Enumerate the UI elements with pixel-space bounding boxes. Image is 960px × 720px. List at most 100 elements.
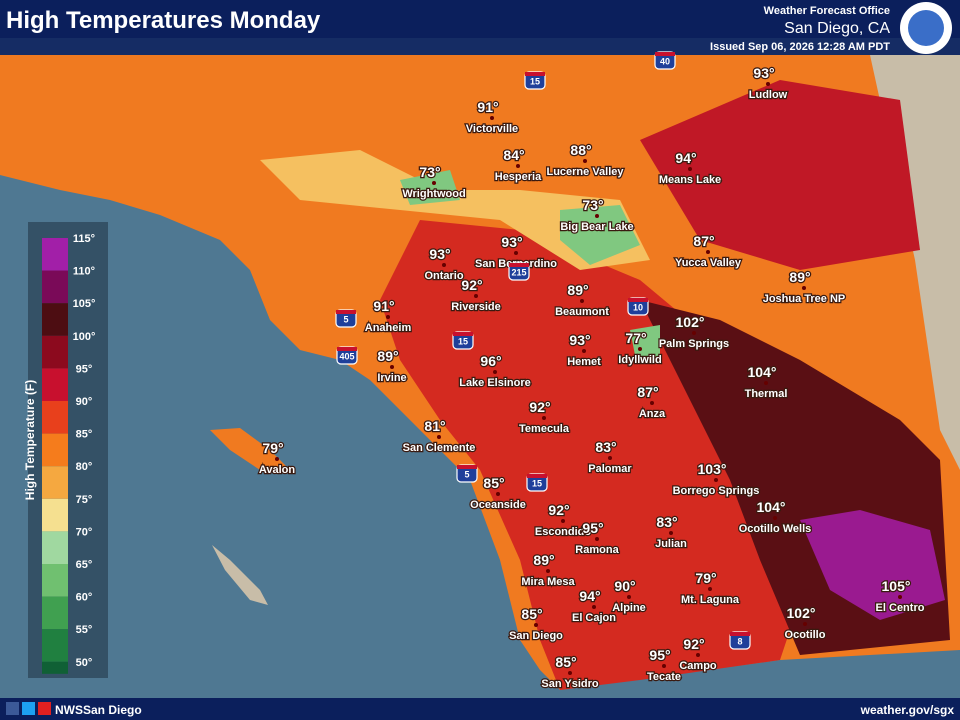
city-name: Ludlow <box>749 89 788 101</box>
shield: 15 <box>452 331 474 350</box>
hottest-zone <box>800 510 945 620</box>
shield-top <box>525 72 545 76</box>
city-name: Tecate <box>647 671 681 683</box>
city-name: El Centro <box>876 602 925 614</box>
city-temp: 73° <box>419 164 440 180</box>
city-temp: 94° <box>579 588 600 604</box>
shield: 40 <box>654 51 676 70</box>
city-temp: 88° <box>570 142 591 158</box>
legend-swatch <box>42 596 68 630</box>
city-dot <box>568 671 572 675</box>
city-name: Palomar <box>588 463 632 475</box>
city-dot <box>474 294 478 298</box>
city-dot <box>669 531 673 535</box>
city-name: Temecula <box>519 423 570 435</box>
city-name: Ocotillo <box>785 629 826 641</box>
city-dot <box>692 331 696 335</box>
shield-label: 10 <box>633 302 643 312</box>
city-name: Hemet <box>567 356 601 368</box>
legend-tick-label: 65° <box>76 559 93 571</box>
shield: 215 <box>508 262 530 281</box>
footer-bar <box>0 698 960 720</box>
city-dot <box>514 251 518 255</box>
city-name: Mira Mesa <box>521 576 575 588</box>
city-dot <box>764 381 768 385</box>
shield-top <box>453 332 473 336</box>
city-name: Idyllwild <box>618 354 661 366</box>
city-name: Lake Elsinore <box>459 377 531 389</box>
city-temp: 84° <box>503 147 524 163</box>
city-dot <box>773 516 777 520</box>
legend-swatch <box>42 270 68 304</box>
city-dot <box>546 569 550 573</box>
office-label: Weather Forecast Office <box>764 5 890 17</box>
city-dot <box>534 623 538 627</box>
city-temp: 92° <box>529 399 550 415</box>
desert-zone <box>640 80 920 270</box>
legend-swatch <box>42 401 68 434</box>
city-dot <box>542 416 546 420</box>
city-name: Joshua Tree NP <box>763 293 846 305</box>
city-temp: 83° <box>656 514 677 530</box>
legend-swatch <box>42 238 68 271</box>
city-temp: 89° <box>533 552 554 568</box>
city-name: San Ysidro <box>541 678 599 690</box>
facebook-icon <box>6 702 19 715</box>
issued: Issued Sep 06, 2026 12:28 AM PDT <box>710 41 890 53</box>
legend-title: High Temperature (F) <box>23 380 37 500</box>
island <box>212 545 268 605</box>
shield: 5 <box>456 464 478 483</box>
city-name: Borrego Springs <box>673 485 760 497</box>
city-dot <box>662 664 666 668</box>
title: High Temperatures Monday <box>6 7 321 34</box>
city-dot <box>561 519 565 523</box>
city-temp: 93° <box>429 246 450 262</box>
city-name: Thermal <box>745 388 788 400</box>
city-temp: 79° <box>695 570 716 586</box>
legend-tick-label: 90° <box>76 396 93 408</box>
city-temp: 104° <box>757 499 786 515</box>
city-name: Anaheim <box>365 322 412 334</box>
shield: 10 <box>627 297 649 316</box>
city-temp: 95° <box>649 647 670 663</box>
city-name: Ontario <box>424 270 463 282</box>
city-temp: 90° <box>614 578 635 594</box>
city-name: Julian <box>655 538 687 550</box>
city-dot <box>608 456 612 460</box>
city-name: Campo <box>679 660 717 672</box>
city-dot <box>390 365 394 369</box>
city-name: San Diego <box>509 630 563 642</box>
cities: 91° Victorville 84° Hesperia 88° Lucerne Vall… <box>258 64 926 692</box>
shield-label: 5 <box>464 469 469 479</box>
city-temp: 105° <box>882 578 911 594</box>
city-dot <box>490 116 494 120</box>
city-name: Mt. Laguna <box>681 594 740 606</box>
legend-swatch <box>42 368 68 401</box>
city-dot <box>442 263 446 267</box>
city-temp: 85° <box>483 475 504 491</box>
shield-top <box>457 465 477 469</box>
city-name: Big Bear Lake <box>560 221 633 233</box>
shield-label: 15 <box>532 478 542 488</box>
city-dot <box>580 299 584 303</box>
city-temp: 92° <box>461 277 482 293</box>
legend-tick-label: 115° <box>73 233 95 245</box>
city-temp: 102° <box>676 314 705 330</box>
shield: 8 <box>729 631 751 650</box>
legend-swatch <box>42 661 68 674</box>
city-temp: 83° <box>595 439 616 455</box>
shield: 5 <box>335 309 357 328</box>
city-dot <box>696 653 700 657</box>
terrain <box>870 55 960 470</box>
city-name: Palm Springs <box>659 338 729 350</box>
cool-zone <box>400 170 660 360</box>
city-name: Yucca Valley <box>675 257 742 269</box>
city-temp: 89° <box>789 269 810 285</box>
city-temp: 102° <box>787 605 816 621</box>
city-name: Riverside <box>451 301 501 313</box>
legend-tick-label: 95° <box>76 363 93 375</box>
city-temp: 92° <box>548 502 569 518</box>
city-name: Alpine <box>612 602 646 614</box>
legend-swatch <box>42 303 68 336</box>
